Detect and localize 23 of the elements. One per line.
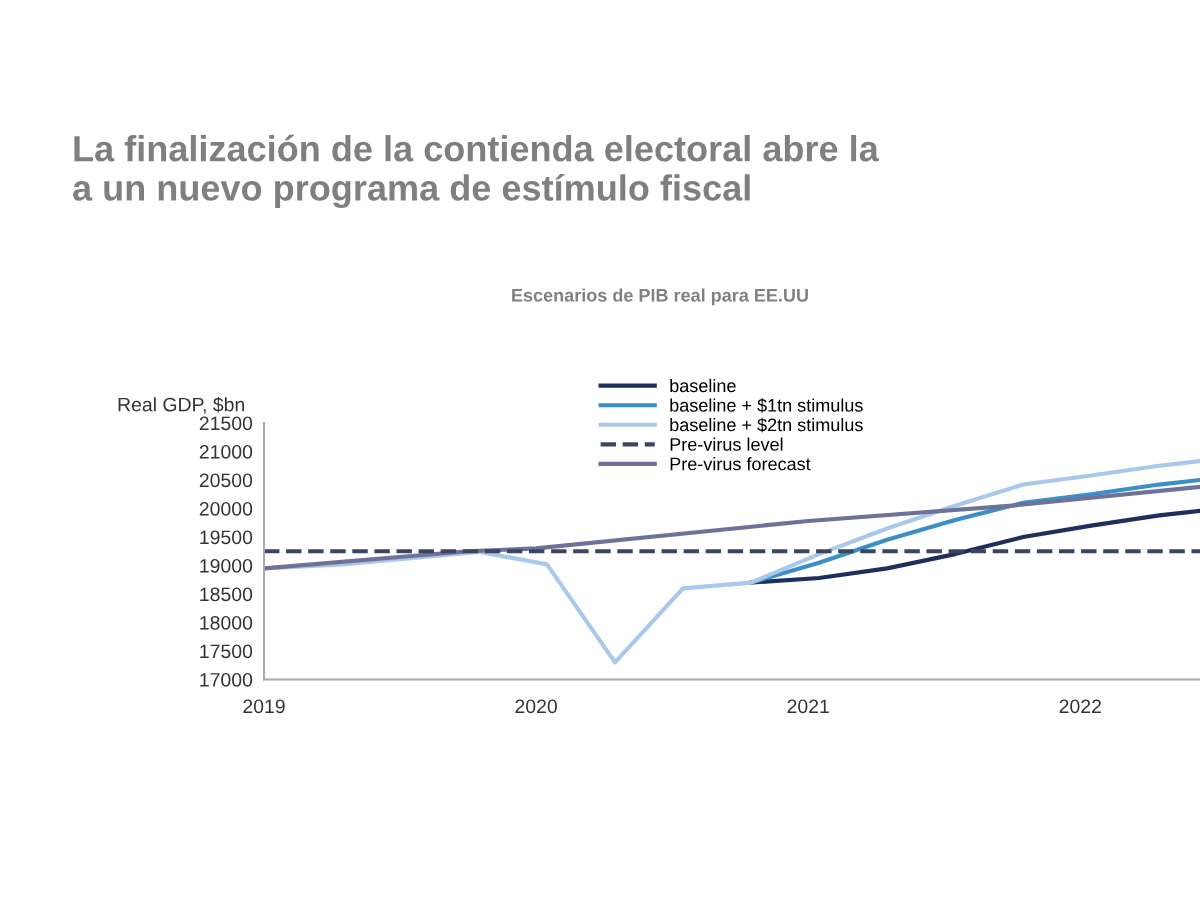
- y-tick-label: 19500: [200, 530, 253, 545]
- legend-label: baseline: [670, 378, 736, 393]
- y-tick-label: 21500: [199, 416, 253, 431]
- x-tick-label: 2019: [243, 699, 285, 714]
- legend-label: baseline + $1tn stimulus: [670, 398, 863, 413]
- y-tick-label: 19000: [200, 558, 253, 573]
- x-tick-label: 2022: [1059, 699, 1101, 714]
- y-tick-label: 17500: [200, 644, 253, 659]
- y-tick-label: 21000: [199, 444, 253, 459]
- y-tick-label: 18000: [200, 615, 253, 630]
- y-tick-label: 18500: [200, 587, 253, 602]
- y-tick-label: 20000: [199, 501, 253, 516]
- chart-title: La finalización de la contienda electoral abre la a un nuevo programa de estímulo fiscal: [73, 134, 879, 209]
- y-tick-label: 20500: [199, 473, 253, 488]
- legend-label: baseline + $2tn stimulus: [670, 417, 863, 433]
- chart-subtitle: Escenarios de PIB real para EE.UU: [512, 288, 808, 306]
- x-tick-label: 2021: [787, 699, 829, 714]
- legend-label: Pre-virus level: [670, 437, 783, 451]
- y-axis-title: Real GDP, $bn: [118, 396, 245, 414]
- line-series: [264, 484, 1200, 571]
- x-tick-label: 2020: [515, 699, 557, 714]
- y-tick-label: 17000: [200, 672, 253, 687]
- legend-label: Pre-virus forecast: [670, 457, 811, 471]
